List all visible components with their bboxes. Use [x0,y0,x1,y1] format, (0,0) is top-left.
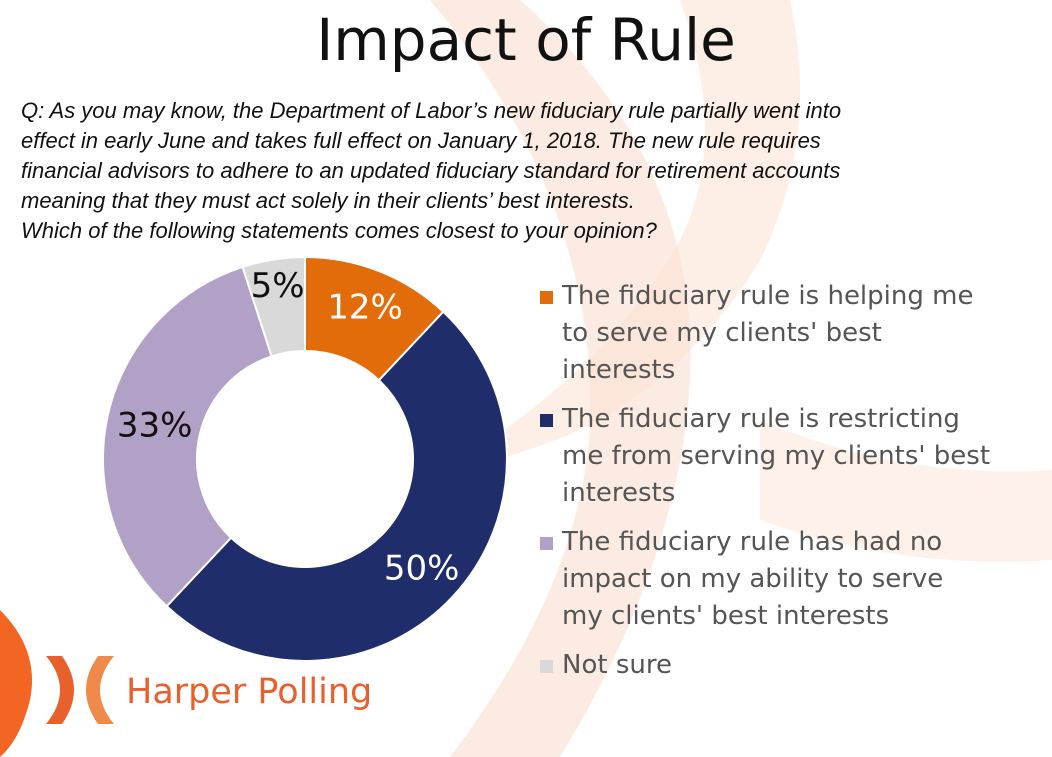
question-line: financial advisors to adhere to an updat… [21,158,841,183]
question-line: meaning that they must act solely in the… [21,188,635,213]
legend-item-no-impact: The fiduciary rule has had no impact on … [538,524,1038,635]
legend-label-line: me from serving my clients' best [562,441,991,471]
slice-restricting [165,310,508,662]
data-label-helping: 12% [327,287,403,327]
page-title: Impact of Rule [316,6,736,74]
harper-polling-x-icon [46,656,114,724]
slice-no-impact [102,265,273,608]
legend-item-helping: The fiduciary rule is helping me to serv… [538,278,1038,389]
slice-not-sure [241,255,306,358]
logo-text: Harper Polling [126,672,373,712]
legend-label-line: to serve my clients' best [562,318,882,348]
legend-label-line: The fiduciary rule is helping me [562,281,974,311]
question-line: Which of the following statements comes … [21,218,657,243]
data-label-not-sure: 5% [251,266,305,306]
legend-label-line: Not sure [562,650,672,680]
legend-label-line: impact on my ability to serve [562,564,944,594]
donut-chart: 12% 50% 33% 5% [102,255,508,662]
legend-label-line: The fiduciary rule has had no [562,527,943,557]
legend-swatch [540,291,553,304]
legend-item-not-sure: Not sure [538,647,1038,684]
data-label-no-impact: 33% [117,405,193,445]
legend-swatch [540,660,553,673]
legend-label-line: interests [562,478,676,508]
data-label-restricting: 50% [384,549,460,589]
harper-polling-logo: Harper Polling [40,650,373,730]
question-line: effect in early June and takes full effe… [21,128,821,153]
legend-swatch [540,414,553,427]
chart-legend: The fiduciary rule is helping me to serv… [538,278,1038,696]
question-line: Q: As you may know, the Department of La… [21,98,842,123]
question-text: Q: As you may know, the Department of La… [21,96,1041,246]
legend-label-line: interests [562,355,676,385]
legend-item-restricting: The fiduciary rule is restricting me fro… [538,401,1038,512]
legend-label-line: my clients' best interests [562,601,890,631]
legend-swatch [540,537,553,550]
legend-label-line: The fiduciary rule is restricting [562,404,960,434]
